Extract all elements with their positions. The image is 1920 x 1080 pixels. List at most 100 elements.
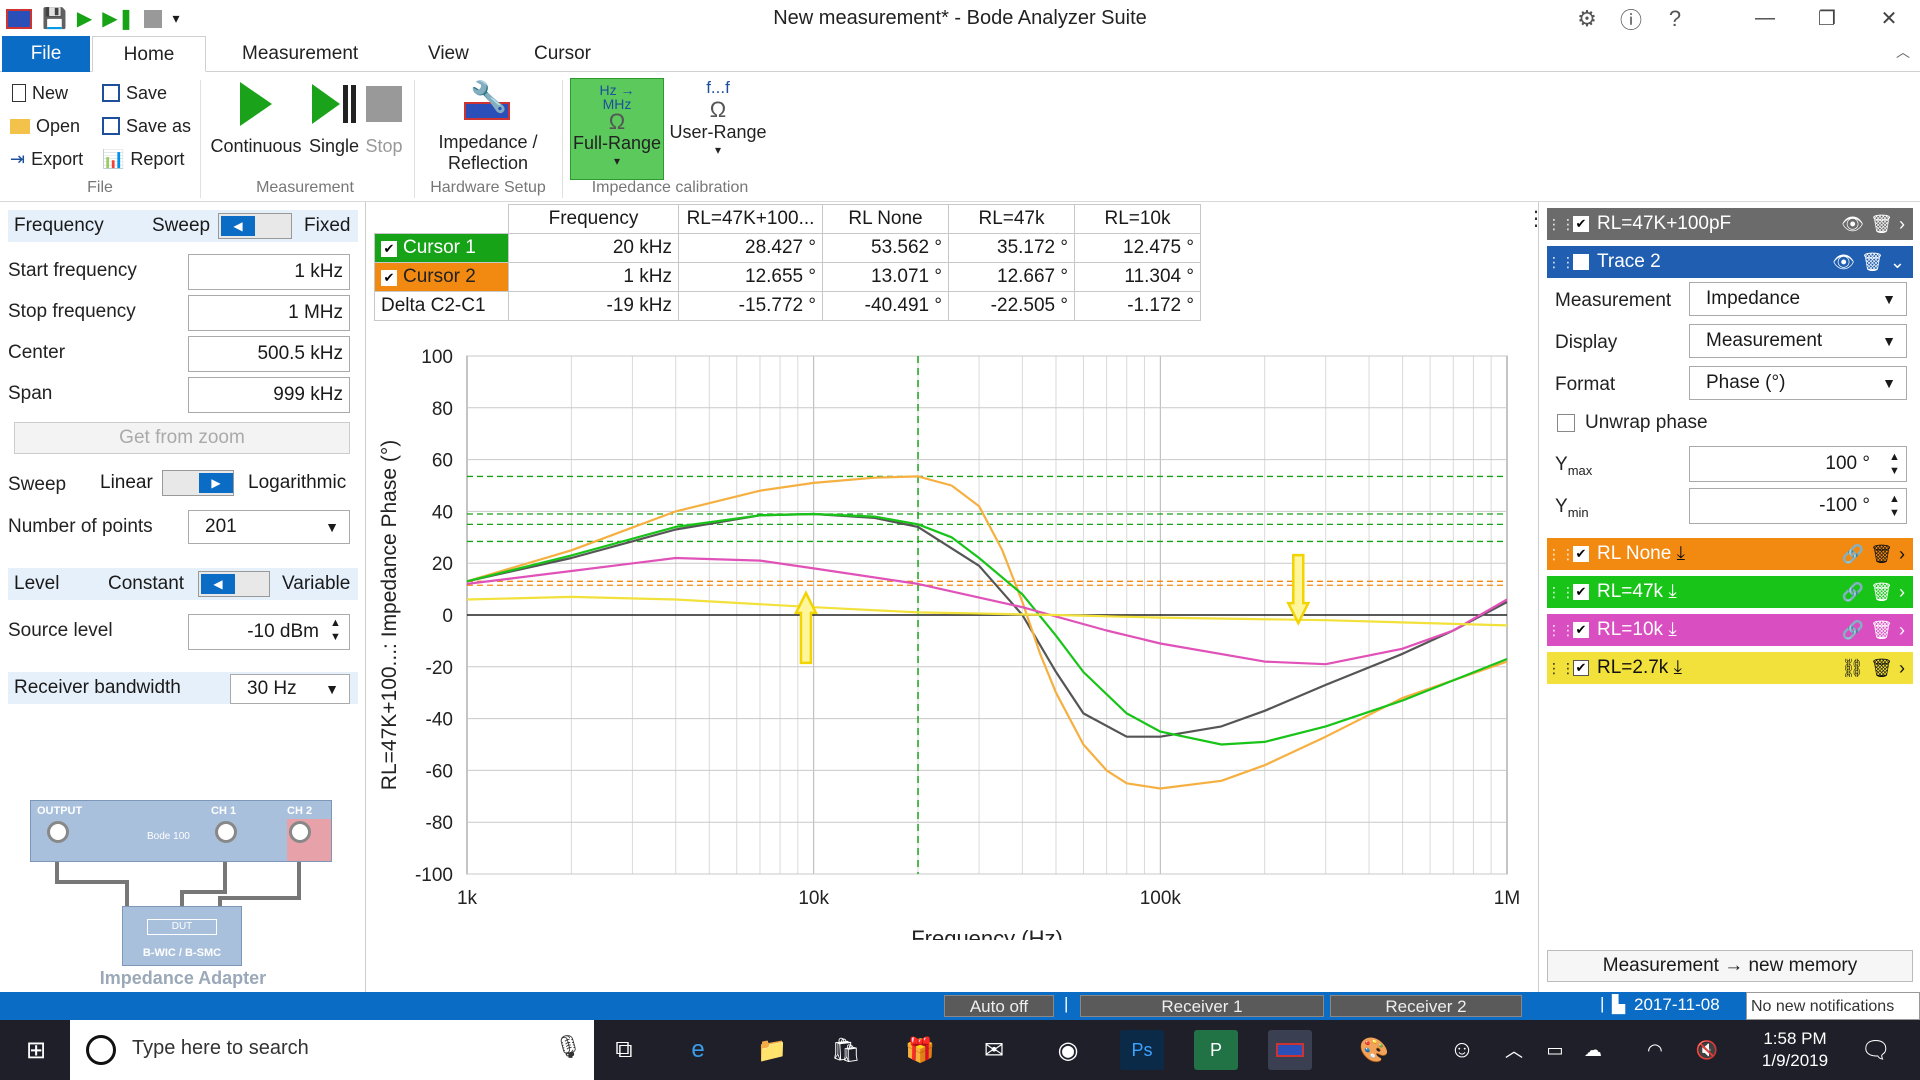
chevron-right-icon[interactable]: ›	[1899, 214, 1905, 234]
unlink-icon[interactable]: ⛓	[1841, 658, 1865, 678]
tab-measurement[interactable]: Measurement	[242, 43, 359, 64]
trash-icon[interactable]: 🗑	[1870, 544, 1893, 564]
memory-item-rl10k[interactable]: ⋮⋮ ✔ RL=10k ⤓ 🔗 🗑 ›	[1547, 614, 1913, 646]
chrome-icon[interactable]: ◉	[1057, 1036, 1079, 1064]
memory-item-rl-none[interactable]: ⋮⋮ ✔ RL None ⤓ 🔗 🗑 ›	[1547, 538, 1913, 570]
battery-icon[interactable]: ▭	[1546, 1039, 1564, 1060]
people-icon[interactable]: ☺	[1449, 1036, 1475, 1063]
download-icon[interactable]: ⤓	[1673, 657, 1682, 678]
link-icon[interactable]: 🔗	[1841, 620, 1865, 640]
checkbox-checked-icon[interactable]: ✔	[381, 270, 397, 286]
settings-gear-icon[interactable]: ⚙	[1577, 6, 1597, 31]
stop-icon[interactable]	[144, 9, 163, 28]
continuous-play-icon[interactable]: ▶	[76, 8, 93, 30]
cursor2-label[interactable]: ✔ Cursor 2	[374, 262, 509, 292]
memory-item-rl47k[interactable]: ⋮⋮ ✔ RL=47k ⤓ 🔗 🗑 ›	[1547, 576, 1913, 608]
minimize-button[interactable]: —	[1755, 6, 1775, 29]
drag-handle-icon[interactable]: ⋮⋮	[1547, 546, 1575, 562]
source-level-input[interactable]: -10 dBm	[188, 614, 350, 650]
open-button[interactable]: Open	[10, 111, 80, 141]
ymax-input[interactable]: 100 °	[1689, 446, 1907, 482]
sweep-fixed-toggle[interactable]: ◀	[218, 213, 292, 239]
checkbox-checked-icon[interactable]: ✔	[1573, 660, 1589, 676]
paint-icon[interactable]: 🎨	[1359, 1036, 1389, 1064]
windows-start-icon[interactable]: ⊞	[25, 1036, 47, 1064]
store-icon[interactable]: 🛍	[830, 1036, 862, 1064]
display-select[interactable]: Measurement ▼	[1689, 324, 1907, 358]
bode-analyzer-taskbar-icon[interactable]	[1268, 1030, 1312, 1070]
link-icon[interactable]: 🔗	[1841, 544, 1865, 564]
drag-handle-icon[interactable]: ⋮⋮	[1547, 216, 1575, 232]
cursor1-label[interactable]: ✔ Cursor 1	[374, 233, 509, 263]
linear-log-toggle[interactable]: ▶	[162, 470, 234, 496]
span-input[interactable]: 999 kHz	[188, 377, 350, 413]
chevron-right-icon[interactable]: ›	[1899, 658, 1905, 678]
chevron-down-icon[interactable]: ⌄	[1889, 252, 1905, 272]
single-button[interactable]: Single	[304, 82, 364, 157]
taskbar-search-box[interactable]: Type here to search 🎙	[70, 1020, 594, 1080]
get-from-zoom-button[interactable]: Get from zoom	[14, 422, 350, 454]
volume-muted-icon[interactable]: 🔇	[1695, 1039, 1719, 1060]
save-as-button[interactable]: Save as	[102, 111, 191, 141]
checkbox-checked-icon[interactable]: ✔	[1573, 546, 1589, 562]
microphone-icon[interactable]: 🎙	[554, 1034, 582, 1059]
trace-item-trace2[interactable]: ⋮⋮ Trace 2 👁 🗑 ⌄	[1547, 246, 1913, 278]
format-select[interactable]: Phase (°) ▼	[1689, 366, 1907, 400]
trash-icon[interactable]: 🗑	[1870, 582, 1893, 602]
center-input[interactable]: 500.5 kHz	[188, 336, 350, 372]
link-icon[interactable]: 🔗	[1841, 582, 1865, 602]
save-icon[interactable]: 💾	[42, 8, 67, 30]
measurement-select[interactable]: Impedance ▼	[1689, 282, 1907, 316]
file-explorer-icon[interactable]: 📁	[757, 1036, 787, 1064]
action-center-icon[interactable]: 🗨	[1860, 1036, 1892, 1064]
trace-item-rl47k100pf[interactable]: ⋮⋮ ✔ RL=47K+100pF 👁 🗑 ›	[1547, 208, 1913, 240]
info-icon[interactable]: ⓘ	[1619, 8, 1642, 33]
download-icon[interactable]: ⤓	[1668, 581, 1677, 602]
tab-file[interactable]: File	[2, 36, 90, 72]
checkbox-empty-icon[interactable]	[1573, 254, 1589, 270]
mail-icon[interactable]: ✉	[983, 1036, 1005, 1064]
download-icon[interactable]: ⤓	[1668, 619, 1677, 640]
number-of-points-select[interactable]: 201 ▼	[188, 510, 350, 544]
drag-handle-icon[interactable]: ⋮⋮	[1547, 622, 1575, 638]
checkbox-checked-icon[interactable]: ✔	[381, 241, 397, 257]
source-level-spinner[interactable]: ▲ ▼	[330, 617, 341, 643]
receiver-bandwidth-select[interactable]: 30 Hz ▼	[230, 674, 350, 704]
start-frequency-input[interactable]: 1 kHz	[188, 254, 350, 290]
photoshop-icon[interactable]: Ps	[1120, 1030, 1164, 1070]
chevron-right-icon[interactable]: ›	[1899, 620, 1905, 640]
report-button[interactable]: 📊 Report	[102, 148, 185, 169]
trash-icon[interactable]: 🗑	[1870, 214, 1893, 234]
ymin-input[interactable]: -100 °	[1689, 488, 1907, 524]
eye-icon[interactable]: 👁	[1832, 252, 1856, 272]
drag-handle-icon[interactable]: ⋮⋮	[1547, 660, 1575, 676]
unwrap-phase-checkbox[interactable]	[1557, 414, 1575, 432]
customize-qat-icon[interactable]: ▾	[172, 10, 180, 26]
drag-handle-icon[interactable]: ⋮⋮	[1547, 584, 1575, 600]
tab-home[interactable]: Home	[92, 36, 206, 72]
onedrive-icon[interactable]: ☁	[1584, 1039, 1602, 1060]
user-range-button[interactable]: f...f Ω User-Range ▾	[669, 78, 767, 157]
tab-view[interactable]: View	[428, 43, 469, 64]
memory-item-rl2-7k[interactable]: ⋮⋮ ✔ RL=2.7k ⤓ ⛓ 🗑 ›	[1547, 652, 1913, 684]
checkbox-checked-icon[interactable]: ✔	[1573, 622, 1589, 638]
export-button[interactable]: ⇥ Export	[10, 148, 84, 169]
new-button[interactable]: New	[12, 78, 68, 108]
stop-button[interactable]: Stop	[362, 82, 406, 157]
maximize-button[interactable]: ❐	[1818, 7, 1836, 30]
edge-icon[interactable]: e	[691, 1036, 705, 1063]
trash-icon[interactable]: 🗑	[1870, 658, 1893, 678]
impedance-reflection-button[interactable]: 🔧 Impedance / Reflection	[438, 81, 538, 173]
ymin-spinner[interactable]: ▲ ▼	[1889, 493, 1900, 519]
drag-handle-icon[interactable]: ⋮⋮	[1547, 254, 1575, 270]
trash-icon[interactable]: 🗑	[1861, 252, 1884, 272]
taskbar-clock[interactable]: 1:58 PM 1/9/2019	[1761, 1029, 1829, 1070]
project-icon[interactable]: P	[1194, 1030, 1238, 1070]
auto-off-indicator[interactable]: Auto off	[944, 995, 1054, 1017]
eye-icon[interactable]: 👁	[1841, 214, 1865, 234]
measurement-to-new-memory-button[interactable]: Measurement → new memory	[1547, 950, 1913, 982]
task-view-icon[interactable]: ⧉	[615, 1036, 633, 1063]
full-range-button[interactable]: Hz → MHz Ω Full-Range ▾	[570, 78, 664, 180]
save-button[interactable]: Save	[102, 78, 167, 108]
continuous-button[interactable]: Continuous	[210, 82, 302, 157]
